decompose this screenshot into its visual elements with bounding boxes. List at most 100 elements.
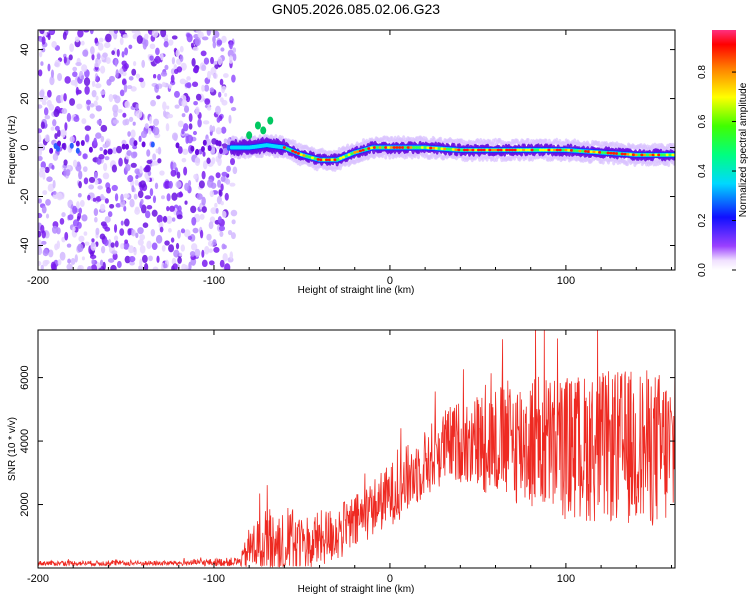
noise-blob (177, 229, 181, 239)
noise-blob (82, 166, 88, 172)
x-tick-label: 100 (557, 573, 575, 585)
noise-blob (47, 63, 51, 72)
noise-blob (50, 126, 55, 131)
noise-blob (148, 255, 153, 262)
colorbar-tick-label: 0.0 (697, 263, 708, 277)
noise-blob (51, 225, 58, 234)
noise-blob (48, 103, 55, 111)
x-tick-label: -100 (203, 573, 225, 585)
noise-blob (85, 99, 92, 105)
ridge-peak (623, 152, 627, 156)
noise-blob (56, 145, 61, 152)
noise-blob (104, 198, 109, 204)
noise-blob (202, 139, 207, 146)
ridge-peak (322, 158, 326, 162)
ridge-peak (384, 146, 388, 149)
noise-blob (156, 214, 163, 224)
noise-blob (221, 147, 229, 154)
noise-blob (173, 249, 180, 258)
noise-blob (191, 57, 196, 67)
ridge-peak (451, 148, 455, 151)
ridge-peak (536, 148, 540, 152)
noise-blob (114, 95, 121, 104)
noise-blob (190, 205, 197, 214)
noise-blob (135, 103, 139, 111)
ridge-peak (294, 150, 298, 154)
noise-blob (41, 205, 47, 214)
noise-blob (212, 239, 217, 246)
noise-blob (102, 52, 108, 58)
noise-blob (185, 135, 189, 145)
noise-blob (113, 235, 119, 241)
noise-blob (38, 239, 42, 246)
ridge-peak (505, 148, 509, 152)
noise-blob (40, 121, 45, 129)
noise-blob (171, 192, 178, 201)
noise-blob (150, 228, 156, 237)
ridge-peak (288, 148, 292, 152)
noise-blob (219, 231, 224, 237)
x-tick-label: -200 (27, 275, 49, 287)
noise-blob (100, 124, 108, 133)
noise-blob (75, 86, 79, 96)
noise-blob (103, 162, 108, 172)
noise-blob (183, 166, 188, 176)
noise-blob (162, 101, 167, 111)
noise-blob (175, 180, 182, 189)
noise-blob (119, 228, 125, 236)
noise-blob (201, 170, 206, 180)
noise-blob (208, 248, 213, 253)
ridge-peak (339, 156, 343, 160)
noise-blob (44, 259, 50, 265)
noise-blob (150, 99, 156, 107)
noise-blob (86, 105, 91, 111)
ridge-peak (614, 152, 619, 155)
noise-blob (156, 95, 161, 100)
y-tick-label: 40 (19, 43, 31, 55)
noise-blob (131, 185, 135, 193)
noise-blob (106, 187, 111, 194)
noise-blob (172, 263, 178, 270)
noise-blob (196, 193, 203, 200)
x-tick-label: -100 (203, 275, 225, 287)
noise-blob (209, 87, 215, 93)
noise-blob (135, 73, 141, 79)
noise-blob (57, 129, 61, 138)
ridge-halo (526, 138, 530, 144)
noise-blob (97, 185, 103, 190)
noise-blob (47, 89, 52, 98)
noise-blob (76, 103, 83, 110)
noise-blob (231, 219, 236, 225)
noise-blob (123, 193, 130, 199)
noise-blob (107, 211, 113, 218)
noise-blob (91, 53, 95, 61)
ridge-peak (626, 152, 630, 156)
noise-blob (95, 75, 100, 83)
noise-blob (89, 103, 95, 108)
y-tick-label: -20 (19, 189, 31, 205)
noise-blob (229, 95, 234, 104)
noise-blob (38, 212, 43, 219)
spectrogram-frame (37, 29, 676, 271)
ridge-peak (645, 153, 650, 157)
noise-blob (219, 259, 225, 268)
noise-blob (222, 73, 229, 78)
noise-blob (94, 179, 99, 185)
noise-blob (221, 243, 226, 250)
noise-blob (99, 203, 106, 212)
figure-title: GN05.2026.085.02.06.G23 (272, 1, 440, 17)
ridge-peak (660, 153, 664, 157)
noise-blob (103, 149, 108, 156)
noise-blob (113, 223, 118, 233)
ridge-peak (488, 148, 492, 152)
noise-blob (184, 200, 188, 205)
noise-blob (143, 38, 149, 47)
snr-y-ticks: 2000 4000 6000 (19, 365, 675, 517)
snr-panel: -200 -100 0 100 2000 4000 6000 Height of stra… (7, 329, 676, 595)
noise-blob (131, 68, 137, 76)
noise-blob (186, 82, 192, 89)
ridge-peak (465, 148, 469, 152)
noise-blob (130, 229, 136, 237)
noise-blob (38, 155, 43, 162)
